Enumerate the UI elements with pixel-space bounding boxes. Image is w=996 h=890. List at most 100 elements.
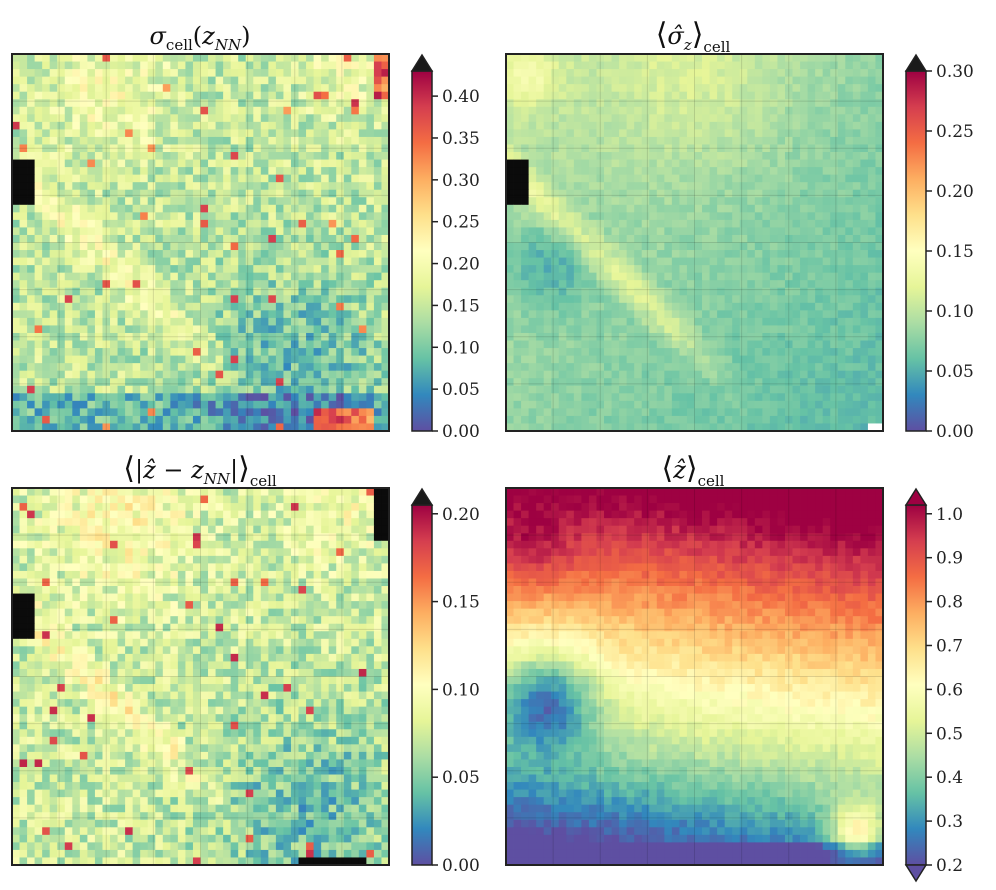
heatmap-cell (777, 415, 786, 424)
heatmap-cell (686, 99, 695, 108)
heatmap-cell (125, 363, 134, 372)
heatmap-cell (506, 69, 514, 78)
heatmap-cell (381, 91, 390, 100)
heatmap-cell (366, 250, 375, 258)
heatmap-cell (290, 378, 299, 387)
heatmap-cell (245, 61, 254, 70)
heatmap-cell (852, 144, 861, 153)
heatmap-cell (573, 265, 582, 274)
heatmap-cell (656, 242, 665, 251)
heatmap-cell (155, 234, 164, 243)
heatmap-cell (611, 287, 620, 296)
heatmap-cell (694, 317, 703, 326)
heatmap-cell (686, 302, 695, 311)
heatmap-cell (837, 295, 846, 304)
heatmap-cell (543, 257, 552, 266)
heatmap-cell (162, 295, 171, 304)
heatmap-cell (19, 317, 28, 326)
heatmap-cell (170, 340, 179, 349)
heatmap-cell (671, 363, 680, 372)
heatmap-cell (192, 310, 201, 319)
heatmap-cell (717, 189, 726, 198)
heatmap-cell (208, 408, 216, 417)
heatmap-cell (94, 227, 103, 236)
heatmap-cell (79, 91, 88, 100)
heatmap-cell (536, 114, 545, 123)
heatmap-cell (566, 159, 575, 168)
heatmap-cell (366, 310, 375, 319)
heatmap-cell (192, 257, 201, 266)
heatmap-cell (521, 317, 530, 326)
heatmap-cell (634, 204, 643, 213)
heatmap-cell (351, 204, 360, 213)
heatmap-cell (860, 295, 869, 304)
heatmap-cell (837, 317, 846, 326)
heatmap-cell (192, 54, 201, 62)
heatmap-cell (860, 99, 869, 108)
heatmap-cell (34, 91, 43, 100)
heatmap-cell (837, 257, 846, 266)
heatmap-cell (125, 234, 134, 243)
heatmap-cell (649, 219, 658, 228)
heatmap-cell (328, 295, 337, 304)
heatmap-cell (147, 378, 156, 387)
heatmap-cell (558, 378, 567, 387)
heatmap-cell (72, 136, 81, 145)
heatmap-cell (102, 54, 111, 62)
heatmap-cell (373, 121, 382, 130)
heatmap-cell (747, 197, 756, 206)
heatmap-cell (64, 152, 73, 160)
heatmap-cell (117, 106, 126, 115)
heatmap-cell (290, 182, 299, 191)
heatmap-cell (185, 174, 194, 183)
heatmap-cell (762, 167, 771, 176)
heatmap-cell (792, 348, 801, 356)
heatmap-cell (147, 385, 156, 394)
heatmap-cell (147, 144, 156, 153)
heatmap-cell (328, 355, 337, 364)
heatmap-cell (200, 423, 209, 432)
heatmap-cell (192, 189, 201, 198)
heatmap-cell (275, 363, 284, 372)
heatmap-cell (581, 385, 590, 394)
heatmap-cell (42, 408, 51, 417)
heatmap-cell (87, 91, 96, 100)
heatmap-cell (641, 69, 650, 78)
heatmap-cell (34, 167, 43, 176)
heatmap-cell (807, 325, 816, 334)
heatmap-cell (132, 287, 141, 296)
heatmap-cell (506, 257, 514, 266)
heatmap-cell (79, 415, 88, 424)
heatmap-cell (875, 287, 884, 296)
heatmap-cell (807, 280, 816, 289)
heatmap-cell (268, 234, 277, 243)
heatmap-cell (298, 332, 307, 341)
heatmap-cell (709, 385, 718, 394)
heatmap-cell (664, 287, 673, 296)
heatmap-cell (573, 340, 582, 349)
heatmap-cell (867, 242, 876, 251)
heatmap-cell (792, 265, 801, 274)
heatmap-cell (298, 99, 307, 108)
heatmap-cell (27, 227, 36, 236)
heatmap-cell (656, 287, 665, 296)
heatmap-cell (192, 415, 201, 424)
heatmap-cell (777, 242, 786, 251)
heatmap-cell (238, 242, 247, 251)
heatmap-cell (343, 76, 352, 85)
colorbar-tick-label: 0.05 (442, 380, 480, 400)
heatmap-cell (528, 370, 537, 379)
heatmap-cell (381, 310, 390, 319)
heatmap-cell (79, 363, 88, 372)
heatmap-cell (268, 159, 277, 168)
heatmap-cell (57, 152, 66, 160)
heatmap-cell (94, 106, 103, 115)
heatmap-cell (34, 348, 43, 356)
heatmap-cell (110, 84, 118, 93)
heatmap-cell (117, 400, 126, 409)
heatmap-cell (42, 84, 51, 93)
heatmap-cell (724, 348, 733, 356)
heatmap-cell (694, 227, 703, 236)
heatmap-cell (192, 91, 201, 100)
heatmap-cell (656, 76, 665, 85)
